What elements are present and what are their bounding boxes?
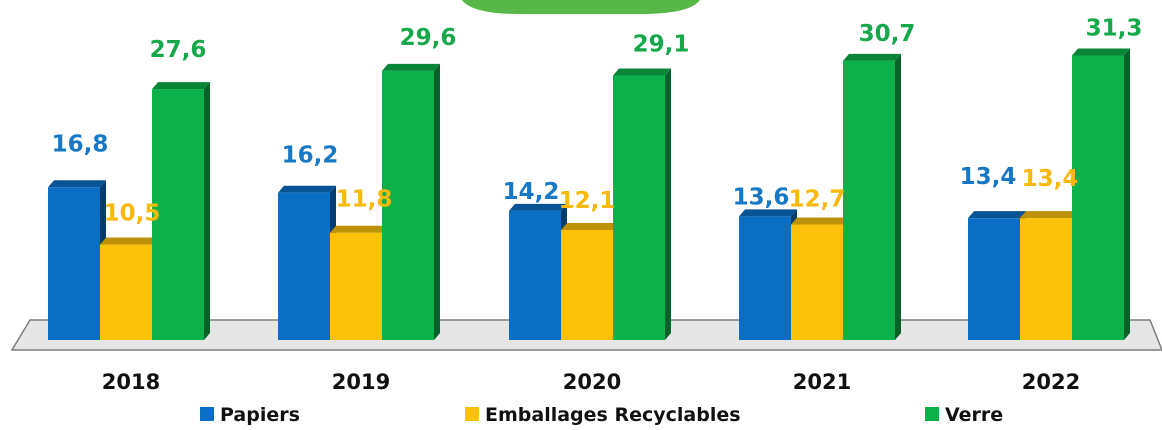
legend-item-papiers: Papiers [200, 404, 300, 426]
legend-label: Verre [945, 404, 1003, 426]
bar-2022-papiers [968, 211, 1026, 340]
x-axis-ticks: 2018 2019 2020 2021 2022 [102, 370, 1080, 394]
legend-swatch [200, 407, 214, 421]
value-label-2019-1: 11,8 [336, 187, 393, 213]
bar-2021-emballages-recyclables [791, 217, 849, 340]
value-label-2022-1: 13,4 [1022, 166, 1079, 192]
bar-2021-papiers [739, 209, 797, 340]
value-label-2018-0: 16,8 [52, 131, 109, 157]
bar-2018-emballages-recyclables [100, 237, 158, 340]
bar-2022-verre [1072, 48, 1130, 341]
bar-2019-verre [382, 63, 440, 341]
value-label-2018-1: 10,5 [104, 201, 161, 227]
value-label-2021-0: 13,6 [733, 184, 790, 210]
bar-2020-papiers [509, 203, 567, 340]
value-label-2019-2: 29,6 [400, 25, 457, 51]
value-label-2018-2: 27,6 [150, 37, 207, 63]
legend: Papiers Emballages Recyclables Verre [200, 404, 1003, 426]
tick-label-2021: 2021 [793, 370, 851, 394]
bar-2020-verre [613, 68, 671, 341]
value-labels-layer: 16,8 10,5 27,6 16,2 11,8 29,6 14,2 12,1 29,1 13,6… [52, 15, 1143, 226]
value-label-2020-2: 29,1 [633, 31, 690, 57]
tick-label-2018: 2018 [102, 370, 160, 394]
legend-label: Papiers [220, 404, 300, 426]
bar-2022-emballages-recyclables [1020, 211, 1078, 340]
value-label-2021-2: 30,7 [859, 21, 916, 47]
legend-swatch [925, 407, 939, 421]
value-label-2020-0: 14,2 [503, 179, 560, 205]
bar-2019-papiers [278, 185, 336, 340]
top-accent-shape [462, 0, 700, 14]
value-label-2022-0: 13,4 [960, 164, 1017, 190]
legend-item-emballages-recyclables: Emballages Recyclables [465, 404, 741, 426]
bars-layer [48, 48, 1130, 341]
legend-swatch [465, 407, 479, 421]
tick-label-2020: 2020 [563, 370, 621, 394]
bar-2019-emballages-recyclables [330, 225, 388, 340]
value-label-2021-1: 12,7 [789, 187, 846, 213]
tick-label-2022: 2022 [1022, 370, 1080, 394]
value-label-2022-2: 31,3 [1086, 15, 1143, 41]
bar-2020-emballages-recyclables [561, 223, 619, 340]
value-label-2019-0: 16,2 [282, 143, 339, 169]
bar-2018-papiers [48, 180, 106, 340]
legend-item-verre: Verre [925, 404, 1003, 426]
tick-label-2019: 2019 [332, 370, 390, 394]
value-label-2020-1: 12,1 [559, 188, 616, 214]
bar-2021-verre [843, 53, 901, 341]
legend-label: Emballages Recyclables [485, 404, 741, 426]
bar-2018-verre [152, 82, 210, 340]
